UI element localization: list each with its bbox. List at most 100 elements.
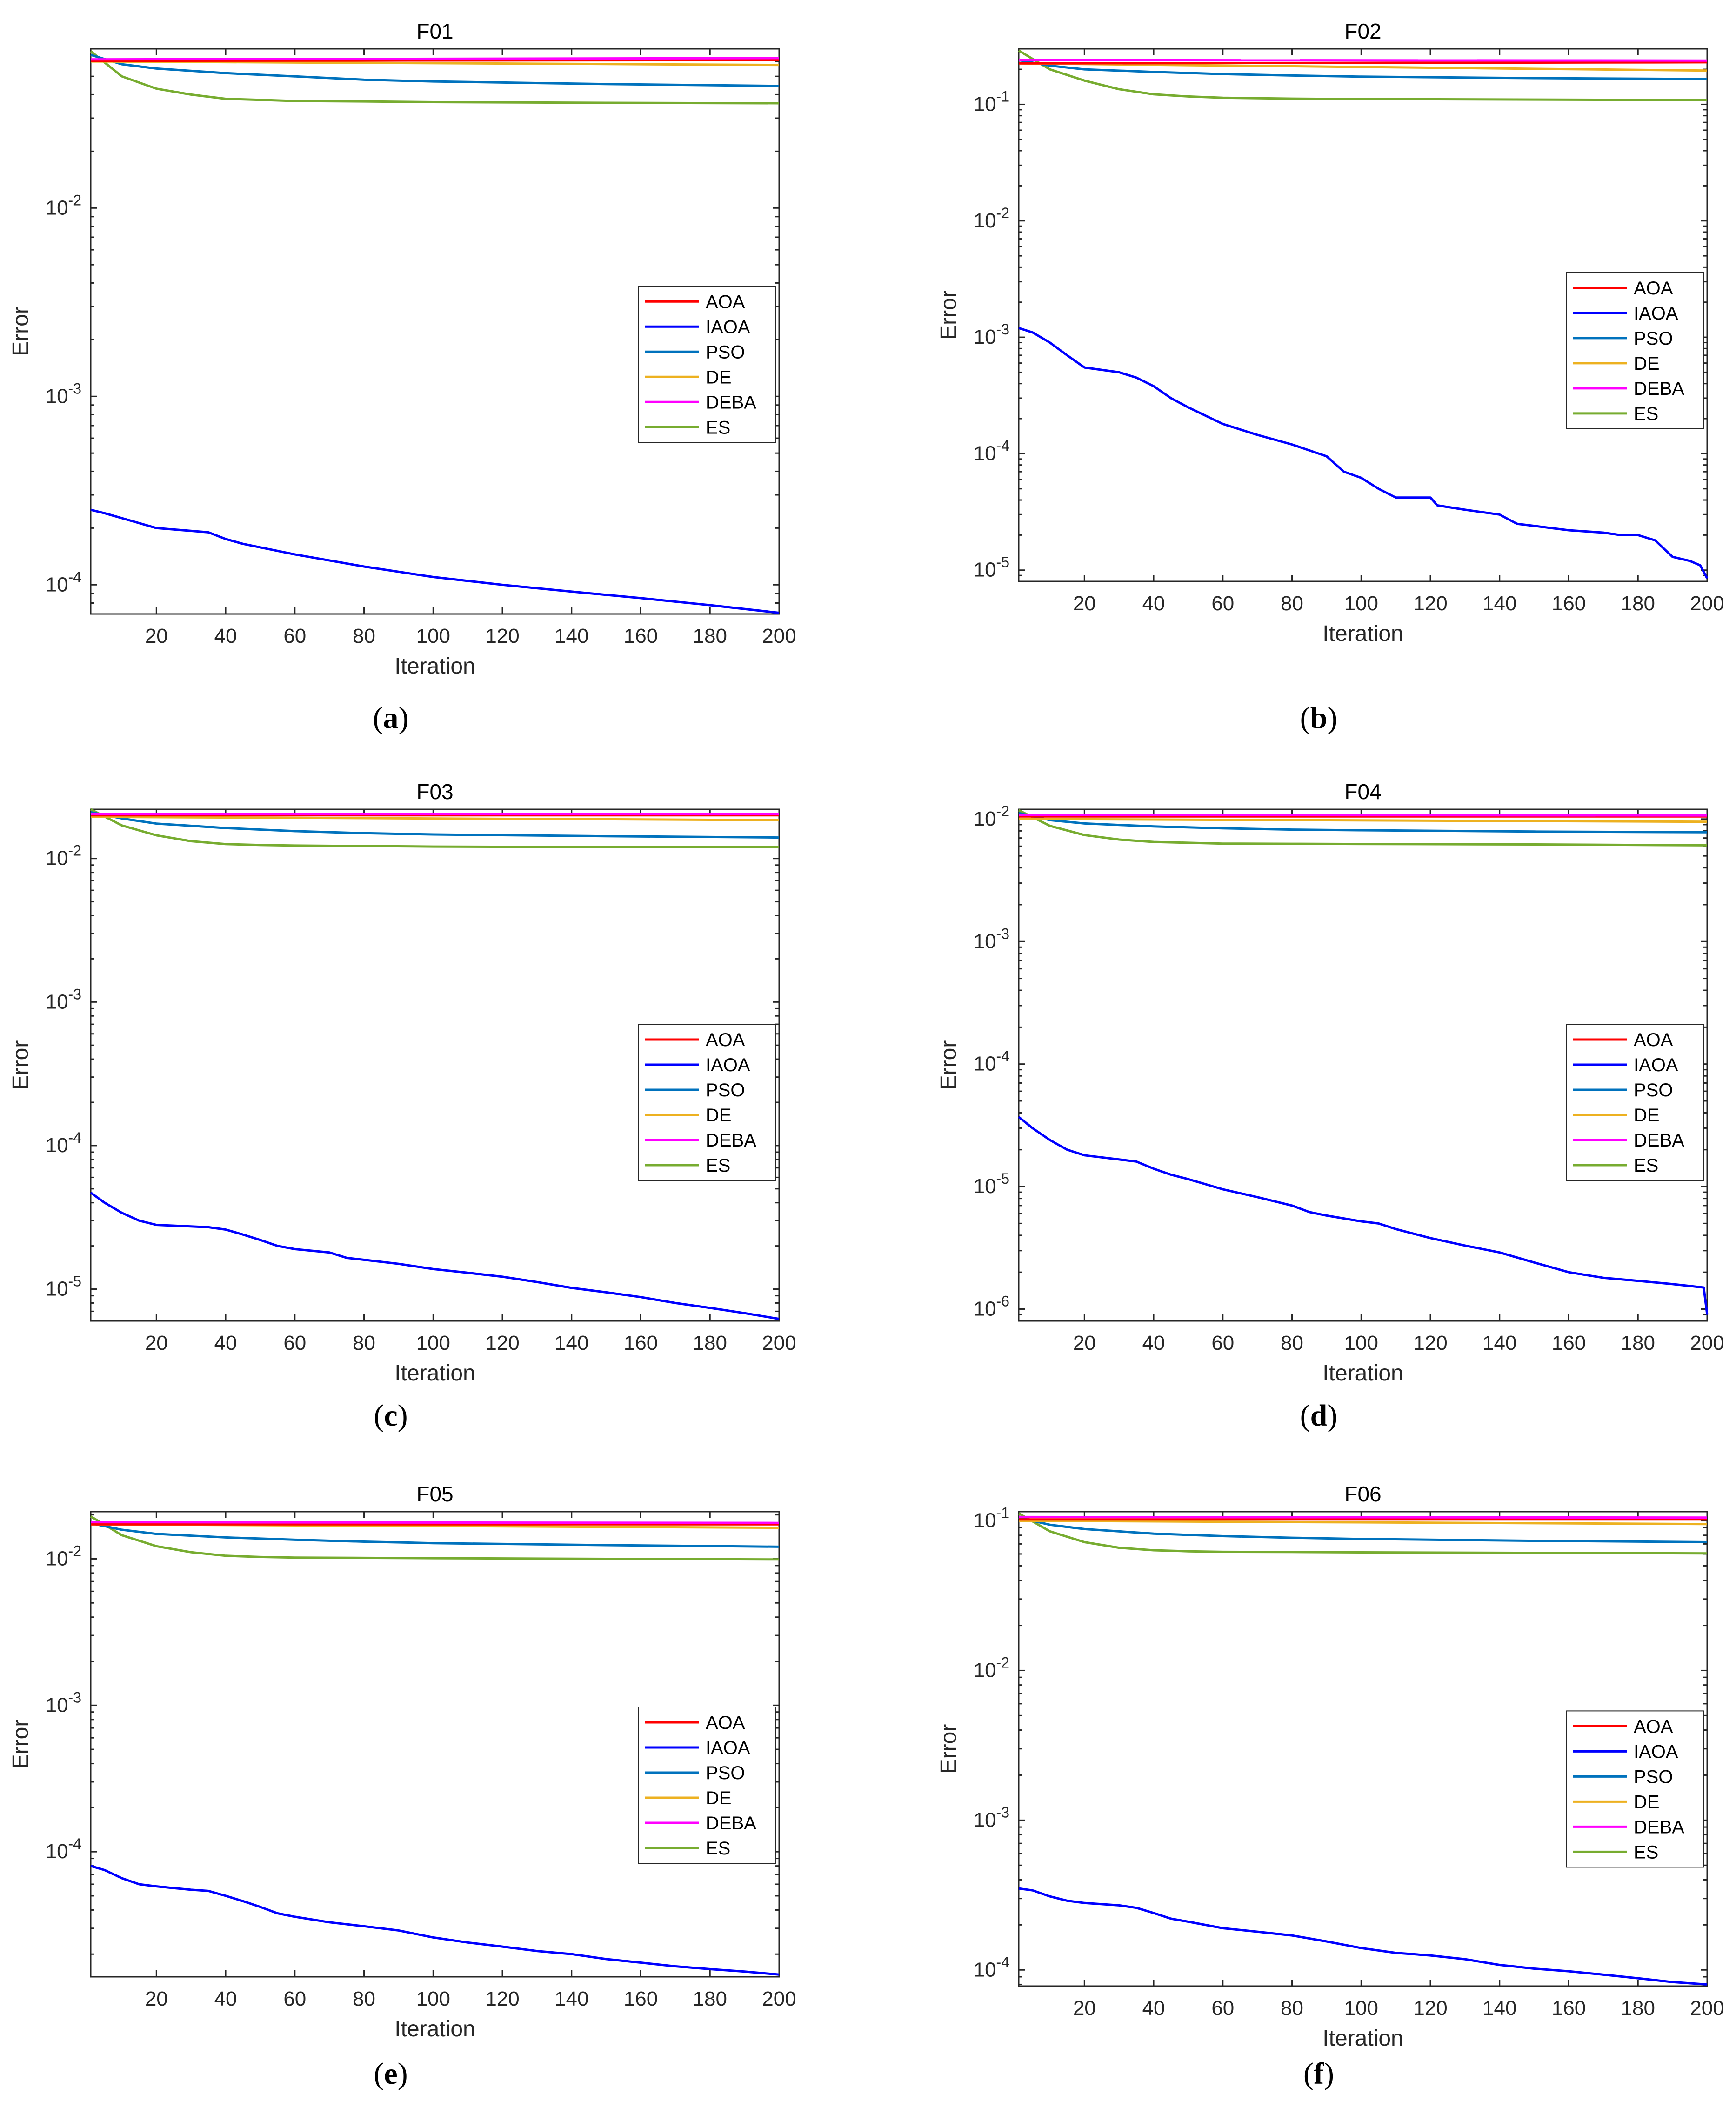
x-tick-label: 180 xyxy=(1621,1332,1655,1354)
x-tick-label: 140 xyxy=(1482,1332,1516,1354)
series-line-pso xyxy=(90,811,780,839)
series-line-pso xyxy=(1018,59,1708,80)
x-tick-label: 120 xyxy=(1413,1997,1447,2020)
x-tick-label: 160 xyxy=(1552,592,1586,615)
x-tick-label: 160 xyxy=(624,1332,658,1354)
x-tick-label: 20 xyxy=(145,1332,168,1354)
panel-caption: (c) xyxy=(374,1399,407,1433)
y-tick-label: 10-3 xyxy=(46,380,81,407)
y-tick-label: 10-5 xyxy=(974,1170,1009,1198)
y-tick-label: 10-2 xyxy=(46,192,81,219)
chart-f01: F01 20 40 60 80 100 120 140 160 180 200 10-4 10-3 10-… xyxy=(8,19,796,735)
y-tick-label: 10-2 xyxy=(46,842,81,870)
x-tick-label: 140 xyxy=(554,1987,588,2010)
legend-label-iaoa: IAOA xyxy=(1634,303,1678,324)
y-tick-label: 10-4 xyxy=(46,1129,81,1157)
x-tick-label: 100 xyxy=(416,625,450,647)
legend-label-iaoa: IAOA xyxy=(1634,1741,1678,1762)
chart-title: F06 xyxy=(1344,1482,1381,1506)
x-tick-label: 120 xyxy=(1413,1332,1447,1354)
series-line-pso xyxy=(90,53,780,87)
legend-box xyxy=(638,286,776,443)
series-line-es xyxy=(90,808,779,848)
legend-box xyxy=(638,1024,776,1181)
y-tick-label: 10-2 xyxy=(46,1542,81,1570)
series-line-aoa xyxy=(90,59,780,62)
legend-label-aoa: AOA xyxy=(706,1713,745,1733)
legend-label-deba: DEBA xyxy=(1634,1817,1684,1837)
y-axis-label: Error xyxy=(936,290,961,340)
legend-label-pso: PSO xyxy=(1634,1080,1673,1100)
x-tick-label: 60 xyxy=(1211,1332,1234,1354)
legend-box xyxy=(1566,1024,1704,1181)
chart-title: F04 xyxy=(1344,780,1381,804)
series-line-de xyxy=(90,815,780,821)
y-tick-label: 10-5 xyxy=(46,1273,81,1300)
panel-caption: (b) xyxy=(1300,701,1338,735)
y-tick-label: 10-6 xyxy=(974,1293,1009,1320)
x-tick-label: 140 xyxy=(554,625,588,647)
x-tick-label: 180 xyxy=(693,1332,727,1354)
legend-box xyxy=(1566,272,1704,429)
x-tick-label: 160 xyxy=(1552,1332,1586,1354)
series-line-iaoa xyxy=(1018,1116,1709,1315)
legend-label-aoa: AOA xyxy=(1634,1030,1673,1050)
chart-f03: F03 20 40 60 80 100 120 140 160 180 200 10-5 10-4 10-… xyxy=(8,780,796,1433)
legend-label-deba: DEBA xyxy=(706,1130,756,1151)
y-axis-label: Error xyxy=(8,1720,33,1769)
x-tick-label: 180 xyxy=(693,625,727,647)
x-tick-label: 100 xyxy=(1344,1997,1378,2020)
x-tick-label: 200 xyxy=(1690,592,1724,615)
legend-label-aoa: AOA xyxy=(1634,278,1673,299)
legend-label-aoa: AOA xyxy=(706,292,745,312)
x-tick-label: 120 xyxy=(485,1987,519,2010)
y-axis-label: Error xyxy=(936,1724,961,1774)
x-axis-label: Iteration xyxy=(1322,2026,1403,2051)
x-tick-label: 80 xyxy=(1281,1332,1303,1354)
series-line-deba xyxy=(90,57,780,61)
y-axis-label: Error xyxy=(8,1040,33,1090)
x-tick-label: 160 xyxy=(624,625,658,647)
series-line-iaoa xyxy=(1018,327,1709,579)
y-axis-label: Error xyxy=(8,307,33,356)
x-tick-label: 180 xyxy=(1621,592,1655,615)
y-tick-label: 10-3 xyxy=(46,986,81,1013)
legend-label-de: DE xyxy=(706,367,732,387)
x-tick-label: 80 xyxy=(353,625,375,647)
series-line-iaoa xyxy=(90,1192,780,1320)
x-tick-label: 120 xyxy=(1413,592,1447,615)
x-tick-label: 40 xyxy=(214,1332,237,1354)
y-tick-label: 10-2 xyxy=(974,1654,1009,1681)
series-line-de xyxy=(1018,62,1708,72)
x-axis-label: Iteration xyxy=(394,654,475,679)
series-line-de xyxy=(90,60,780,67)
x-axis-label: Iteration xyxy=(394,2017,475,2041)
x-tick-label: 100 xyxy=(416,1987,450,2010)
x-tick-label: 60 xyxy=(283,1332,306,1354)
y-tick-label: 10-1 xyxy=(974,1505,1009,1532)
x-tick-label: 120 xyxy=(485,625,519,647)
x-tick-label: 200 xyxy=(762,625,796,647)
legend-label-es: ES xyxy=(1634,404,1658,424)
legend-label-iaoa: IAOA xyxy=(706,317,750,337)
x-axis-label: Iteration xyxy=(1322,1361,1403,1386)
y-tick-label: 10-3 xyxy=(974,925,1009,953)
x-axis-label: Iteration xyxy=(1322,621,1403,646)
x-tick-label: 140 xyxy=(554,1332,588,1354)
chart-title: F05 xyxy=(416,1482,453,1506)
panel-caption: (d) xyxy=(1300,1399,1338,1433)
series-line-aoa xyxy=(1018,61,1708,65)
x-tick-label: 200 xyxy=(762,1987,796,2010)
legend-label-iaoa: IAOA xyxy=(1634,1055,1678,1075)
legend-label-es: ES xyxy=(706,417,730,438)
x-tick-label: 20 xyxy=(1073,1997,1096,2020)
legend-label-es: ES xyxy=(706,1155,730,1176)
series-line-pso xyxy=(90,1522,780,1548)
series-line-de xyxy=(1018,1520,1708,1526)
y-tick-label: 10-3 xyxy=(974,321,1009,348)
y-tick-label: 10-4 xyxy=(974,437,1009,465)
legend-label-es: ES xyxy=(1634,1155,1658,1176)
legend-label-deba: DEBA xyxy=(706,392,756,413)
legend-label-pso: PSO xyxy=(706,342,745,362)
x-tick-label: 40 xyxy=(1142,1332,1165,1354)
